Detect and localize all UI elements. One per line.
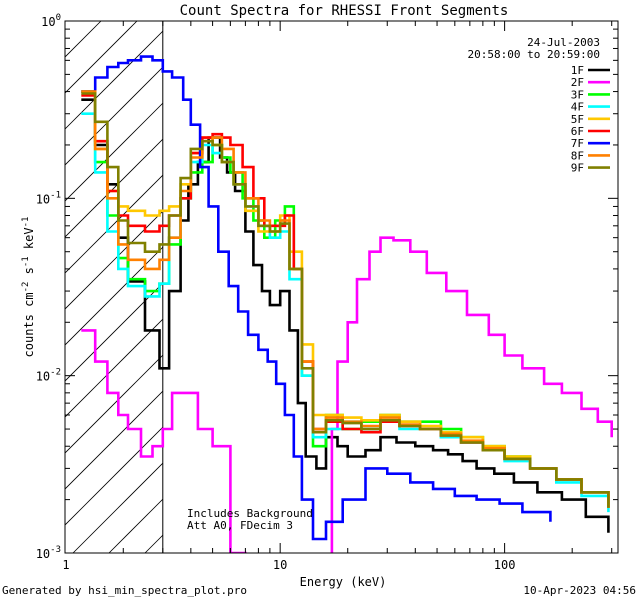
- legend-label: 7F: [571, 137, 584, 150]
- hatch-line: [65, 21, 66, 22]
- series-line-2F: [81, 236, 613, 553]
- x-axis-label: Energy (keV): [300, 575, 387, 589]
- footer-timestamp: 10-Apr-2023 04:56: [523, 584, 636, 597]
- legend-label: 1F: [571, 64, 584, 77]
- x-tick-label: 1: [62, 558, 69, 572]
- x-tick-label: 10: [273, 558, 287, 572]
- y-tick-label: 10-2: [36, 368, 61, 384]
- y-axis-label: counts cm-2 s-1 keV-1: [21, 217, 36, 358]
- legend-label: 8F: [571, 149, 584, 162]
- series-line-8F: [81, 90, 610, 508]
- plot-frame: [64, 20, 619, 554]
- series-line-7F: [81, 55, 552, 541]
- annotation-date: 24-Jul-2003: [527, 36, 600, 49]
- legend-label: 3F: [571, 88, 584, 101]
- annotation-attenuator-note: Att A0, FDecim 3: [187, 519, 293, 532]
- y-tick-label: 10-1: [36, 190, 61, 206]
- chart-title: Count Spectra for RHESSI Front Segments: [180, 3, 509, 19]
- legend-label: 9F: [571, 162, 584, 175]
- series-line-1F: [81, 98, 610, 533]
- footer-generated-by: Generated by hsi_min_spectra_plot.pro: [2, 584, 247, 597]
- series-group: [81, 55, 613, 553]
- hatch-line: [65, 21, 210, 166]
- x-tick-label: 100: [494, 558, 516, 572]
- legend-label: 6F: [571, 125, 584, 138]
- y-tick-label: 100: [41, 13, 61, 29]
- y-tick-label: 10-3: [36, 545, 61, 561]
- series-line-9F: [81, 92, 610, 508]
- legend-label: 2F: [571, 76, 584, 89]
- hatch-line: [65, 21, 174, 130]
- legend-label: 5F: [571, 113, 584, 126]
- legend-label: 4F: [571, 101, 584, 114]
- annotation-background-note: Includes Background: [187, 507, 313, 520]
- axis-ticks: 10 100 110-3 10-2 10-1 100: [36, 13, 618, 572]
- annotation-time-range: 20:58:00 to 20:59:00: [468, 48, 600, 61]
- hatch-line: [65, 21, 246, 202]
